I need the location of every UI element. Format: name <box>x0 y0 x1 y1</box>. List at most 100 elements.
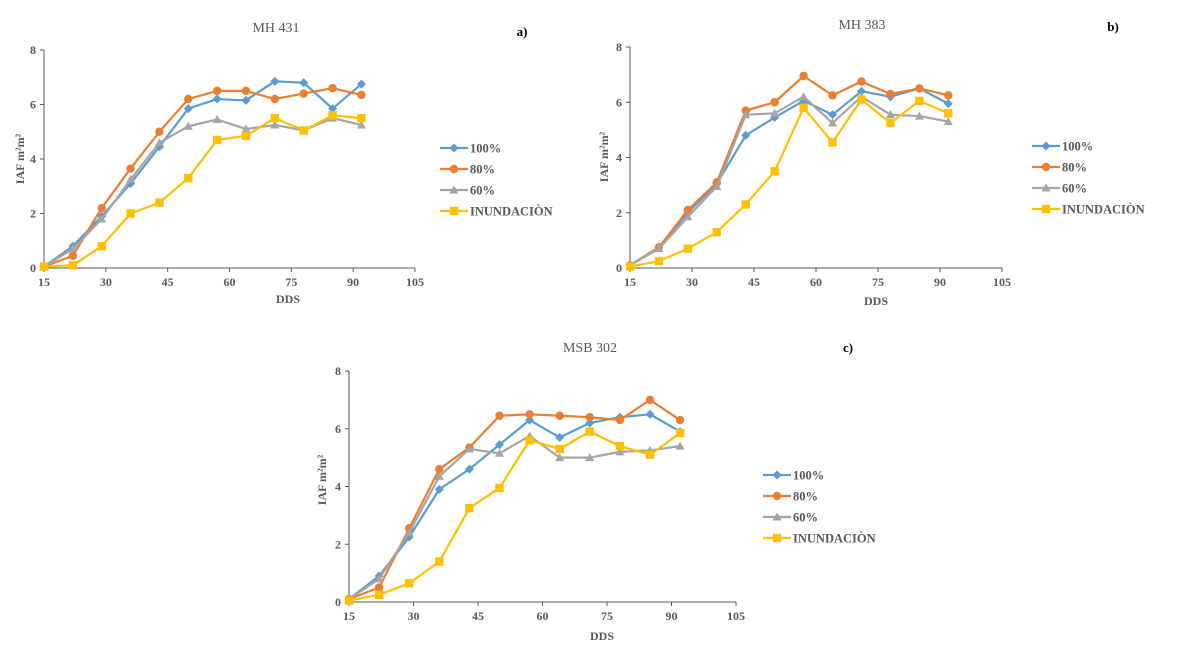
data-point <box>712 227 721 237</box>
legend-marker-icon <box>1041 204 1051 214</box>
y-tick-label: 8 <box>30 43 36 57</box>
data-point <box>68 251 78 260</box>
x-tick-label: 15 <box>624 275 636 289</box>
data-point <box>299 89 308 98</box>
series-line-100pct <box>348 413 681 600</box>
data-point <box>675 428 685 438</box>
legend-marker-icon <box>449 206 459 216</box>
data-point <box>645 450 655 459</box>
series-line-60pct <box>348 434 681 601</box>
x-tick-label: 75 <box>872 275 884 289</box>
x-tick-label: 15 <box>38 275 50 289</box>
legend-entry: INUNDACIÒN <box>793 532 876 546</box>
data-point <box>184 173 193 183</box>
series-line-80pct <box>629 74 949 267</box>
data-point <box>799 71 808 81</box>
data-point <box>374 583 384 592</box>
data-point <box>328 83 337 93</box>
data-point <box>915 84 924 93</box>
data-point <box>241 95 251 105</box>
legend-entry: 100% <box>1062 140 1093 154</box>
data-point <box>126 174 136 183</box>
x-tick-label: 45 <box>748 275 760 289</box>
legend: 100% 80% 60% INUNDACIÒN <box>1032 140 1145 217</box>
legend-marker-icon <box>449 185 459 194</box>
y-tick-label: 4 <box>335 480 341 494</box>
data-point <box>683 205 693 215</box>
data-point <box>495 483 504 493</box>
series-line-inundaci-n <box>348 430 681 602</box>
legend-entry: 80% <box>793 490 818 504</box>
y-tick-label: 4 <box>30 152 36 166</box>
data-point <box>770 108 780 117</box>
data-point <box>270 113 280 123</box>
data-point <box>645 395 655 405</box>
data-point <box>357 90 366 100</box>
data-point <box>645 409 655 419</box>
data-point <box>464 464 474 474</box>
y-tick-label: 2 <box>30 207 36 221</box>
data-point <box>374 574 384 583</box>
data-point <box>299 78 309 88</box>
legend-marker-icon <box>1041 141 1051 151</box>
data-point <box>344 596 354 605</box>
x-tick-label: 75 <box>601 609 613 623</box>
x-axis-label: DDS <box>864 294 888 308</box>
data-point <box>183 121 193 130</box>
x-tick-label: 105 <box>993 275 1011 289</box>
data-point <box>374 590 384 599</box>
data-point <box>356 120 366 129</box>
data-point <box>828 118 838 127</box>
data-point <box>155 198 164 207</box>
x-tick-label: 30 <box>686 275 698 289</box>
data-point <box>886 118 895 128</box>
data-point <box>241 86 251 96</box>
data-point <box>68 261 78 270</box>
data-point <box>615 415 625 425</box>
legend-marker-icon <box>772 533 782 543</box>
x-tick-label: 15 <box>343 609 355 623</box>
series-line-80pct <box>348 398 681 601</box>
y-axis-label: IAF m²m² <box>597 131 611 182</box>
data-point <box>212 135 222 145</box>
series-line-inundaci-n <box>43 114 362 268</box>
x-tick-label: 60 <box>224 275 236 289</box>
data-point <box>799 92 809 101</box>
data-point <box>525 436 534 445</box>
chart-title: MH 383 <box>838 18 885 33</box>
data-point <box>828 138 837 147</box>
legend-marker-icon <box>1041 183 1051 192</box>
data-point <box>741 110 751 119</box>
data-point <box>585 427 594 436</box>
y-tick-label: 0 <box>335 595 341 609</box>
data-point <box>828 110 838 120</box>
y-tick-label: 0 <box>30 261 36 275</box>
data-point <box>555 432 565 442</box>
legend-marker-icon <box>449 164 459 174</box>
data-point <box>675 415 685 425</box>
series-line-100pct <box>629 87 949 267</box>
data-point <box>770 167 779 176</box>
legend-marker-icon <box>449 143 459 153</box>
x-tick-label: 45 <box>162 275 174 289</box>
data-point <box>770 98 779 107</box>
legend: 100% 80% 60% INUNDACIÒN <box>763 469 876 546</box>
data-point <box>434 484 444 494</box>
data-point <box>154 138 164 147</box>
chart-panel-b: MH 383 b) DDS IAF m²m² 0 2 4 6 8 15 30 45 60 75 90… <box>597 18 1145 308</box>
chart-panel-c: MSB 302 c) DDS IAF m²m² 0 2 4 6 8 15 30 45 60 75 9… <box>315 340 876 643</box>
data-point <box>943 99 953 109</box>
data-point <box>270 120 280 129</box>
legend-marker-icon <box>1041 162 1051 172</box>
legend-marker-icon <box>772 491 782 501</box>
data-point <box>495 440 504 450</box>
y-tick-label: 8 <box>335 364 341 378</box>
data-point <box>270 76 280 86</box>
data-point <box>435 557 444 566</box>
panel-label: a) <box>517 24 528 39</box>
series-line-80pct <box>43 87 362 268</box>
data-point <box>857 77 866 86</box>
data-point <box>126 209 135 218</box>
data-point <box>404 528 414 537</box>
